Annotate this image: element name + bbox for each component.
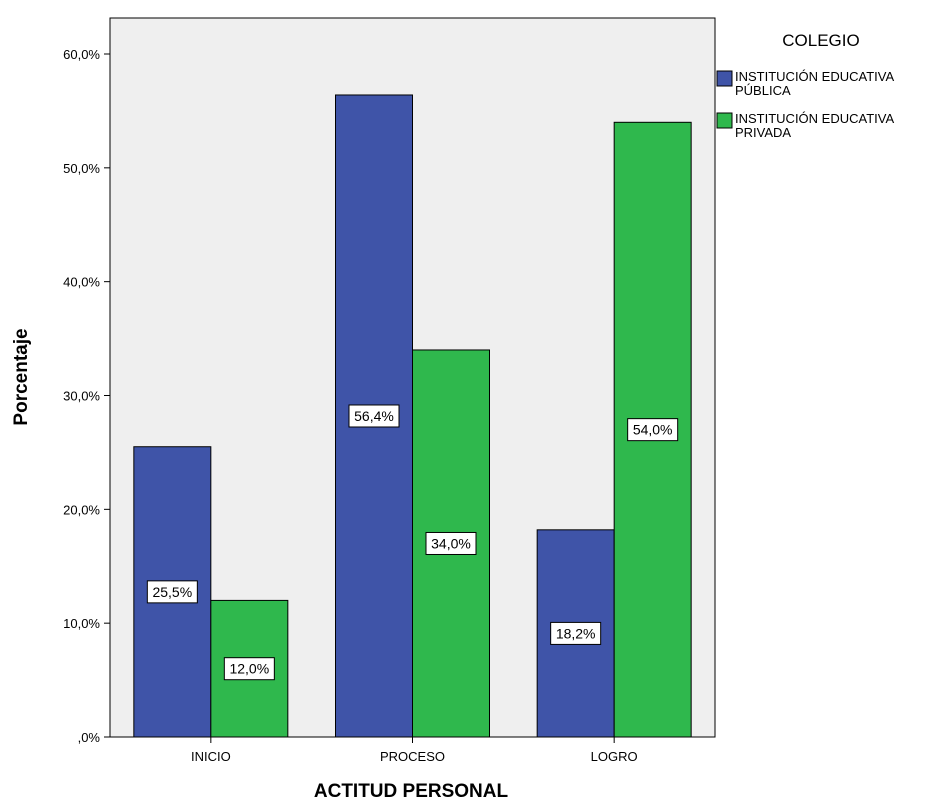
data-label: 12,0% xyxy=(229,661,269,677)
y-axis-title: Porcentaje xyxy=(11,328,32,425)
data-labels: 25,5% 12,0% 56,4% 34,0% 18,2% 54,0% xyxy=(146,404,679,681)
y-tick-label: 20,0% xyxy=(63,502,100,517)
y-axis: ,0% 10,0% 20,0% 30,0% 40,0% 50,0% 60,0% xyxy=(63,47,110,745)
data-label-box xyxy=(223,657,275,681)
data-label-box xyxy=(348,404,400,428)
y-tick-label: 60,0% xyxy=(63,47,100,62)
x-tick-label: INICIO xyxy=(191,749,231,764)
y-tick-label: 10,0% xyxy=(63,616,100,631)
legend-label: INSTITUCIÓN EDUCATIVA xyxy=(735,111,894,126)
legend-label: PÚBLICA xyxy=(735,83,791,98)
legend-title: COLEGIO xyxy=(782,31,859,50)
y-tick-label: 30,0% xyxy=(63,389,100,404)
data-label: 56,4% xyxy=(354,408,394,424)
legend: COLEGIO INSTITUCIÓN EDUCATIVAPÚBLICAINST… xyxy=(716,31,894,140)
data-label: 54,0% xyxy=(633,422,673,438)
x-tick-label: LOGRO xyxy=(591,749,638,764)
x-axis: INICIO PROCESO LOGRO xyxy=(191,737,638,764)
data-label: 18,2% xyxy=(556,625,596,641)
x-axis-title: ACTITUD PERSONAL xyxy=(314,781,509,802)
y-tick-label: 40,0% xyxy=(63,275,100,290)
legend-swatch xyxy=(716,112,733,129)
legend-label: PRIVADA xyxy=(735,125,791,140)
data-label-box xyxy=(146,580,198,604)
x-tick-label: PROCESO xyxy=(380,749,445,764)
y-tick-label: ,0% xyxy=(78,730,101,745)
y-tick-label: 50,0% xyxy=(63,161,100,176)
data-label-box xyxy=(627,418,679,442)
data-label: 34,0% xyxy=(431,535,471,551)
legend-swatch xyxy=(716,70,733,87)
data-label-box xyxy=(425,531,477,555)
data-label: 25,5% xyxy=(152,584,192,600)
legend-label: INSTITUCIÓN EDUCATIVA xyxy=(735,69,894,84)
data-label-box xyxy=(550,621,602,645)
